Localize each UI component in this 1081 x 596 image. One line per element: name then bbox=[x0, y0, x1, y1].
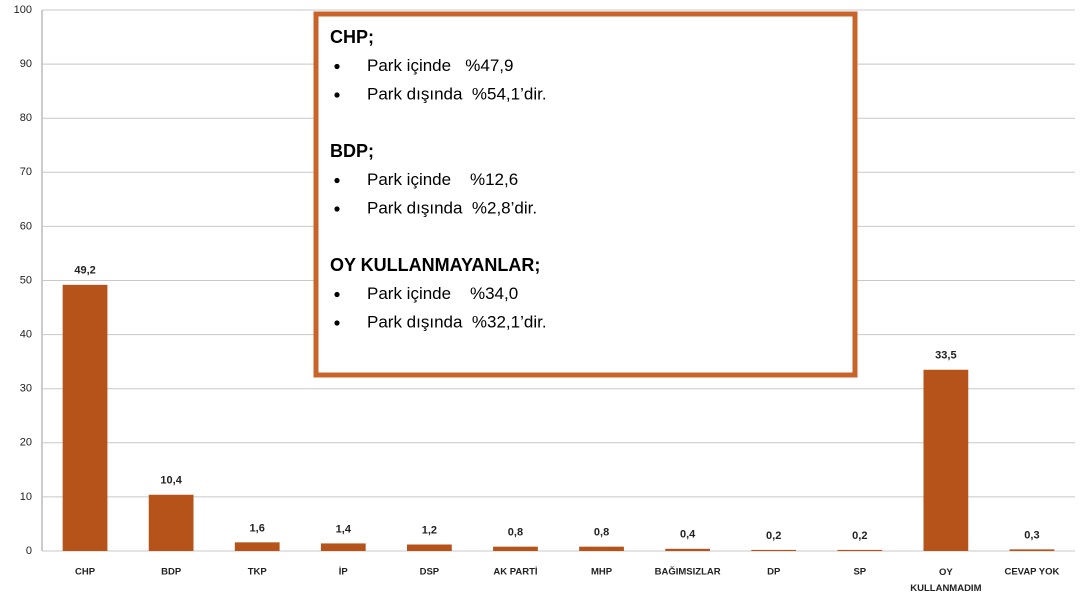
annotation-heading: OY KULLANMAYANLAR; bbox=[330, 255, 540, 275]
x-tick-label: DP bbox=[767, 567, 781, 578]
value-label: 1,4 bbox=[336, 523, 352, 535]
value-label: 0,8 bbox=[508, 527, 523, 539]
x-tick-label: SP bbox=[853, 567, 866, 578]
y-tick-label: 50 bbox=[20, 274, 32, 286]
x-tick-label: MHP bbox=[591, 567, 613, 578]
y-tick-label: 100 bbox=[14, 4, 32, 16]
x-tick-label: BDP bbox=[161, 567, 182, 578]
bar bbox=[320, 543, 366, 551]
value-label: 1,6 bbox=[250, 522, 265, 534]
bar bbox=[234, 542, 280, 551]
x-tick-label: AK PARTİ bbox=[493, 567, 537, 578]
annotation-item: Park içinde %47,9 bbox=[367, 56, 513, 75]
annotation-box bbox=[313, 11, 858, 378]
y-tick-label: 40 bbox=[20, 329, 32, 341]
y-tick-label: 70 bbox=[20, 166, 32, 178]
x-tick-label: BAĞIMSIZLAR bbox=[655, 566, 721, 578]
x-tick-label: TKP bbox=[248, 567, 268, 578]
y-tick-label: 30 bbox=[20, 383, 32, 395]
y-tick-label: 80 bbox=[20, 112, 32, 124]
y-tick-label: 0 bbox=[26, 545, 32, 557]
bullet bbox=[334, 92, 340, 98]
value-label: 10,4 bbox=[160, 475, 182, 487]
bar bbox=[493, 546, 538, 551]
annotation-item: Park içinde %12,6 bbox=[367, 170, 518, 189]
value-label: 0,8 bbox=[594, 527, 609, 539]
y-tick-label: 20 bbox=[20, 437, 32, 449]
y-tick-label: 60 bbox=[20, 220, 32, 232]
bar bbox=[406, 544, 452, 551]
value-label: 0,3 bbox=[1024, 529, 1039, 541]
annotation-item: Park içinde %34,0 bbox=[367, 284, 518, 303]
annotation-item: Park dışında %32,1’dir. bbox=[367, 312, 547, 331]
annotation-heading: CHP; bbox=[330, 27, 374, 47]
bullet bbox=[334, 177, 340, 184]
value-label: 49,2 bbox=[74, 265, 95, 277]
annotation-item: Park dışında %2,8’dir. bbox=[367, 198, 537, 217]
y-tick-label: 90 bbox=[20, 58, 32, 70]
x-tick-label: CEVAP YOK bbox=[1004, 567, 1059, 578]
x-tick-label: DSP bbox=[420, 567, 440, 578]
bar bbox=[923, 369, 969, 551]
bar bbox=[751, 549, 797, 551]
annotation-heading: BDP; bbox=[330, 141, 374, 161]
x-tick-label: OY KULLANMADIM bbox=[910, 567, 981, 594]
bar bbox=[62, 284, 108, 551]
y-tick-label: 10 bbox=[20, 491, 32, 503]
bar bbox=[148, 494, 194, 551]
bullet bbox=[334, 291, 340, 298]
value-label: 0,4 bbox=[680, 529, 696, 541]
annotation-item: Park dışında %54,1’dir. bbox=[367, 84, 547, 103]
value-label: 0,2 bbox=[852, 530, 867, 542]
bullet bbox=[334, 206, 340, 212]
bar bbox=[579, 546, 624, 551]
value-label: 1,2 bbox=[422, 524, 437, 536]
bar bbox=[837, 549, 883, 551]
bar bbox=[1009, 549, 1055, 551]
bar bbox=[665, 548, 711, 551]
bullet bbox=[334, 63, 340, 70]
x-tick-label: İP bbox=[339, 567, 349, 578]
value-label: 0,2 bbox=[766, 530, 781, 542]
x-tick-label: CHP bbox=[75, 567, 96, 578]
bullet bbox=[334, 320, 340, 326]
value-label: 33,5 bbox=[935, 350, 956, 362]
